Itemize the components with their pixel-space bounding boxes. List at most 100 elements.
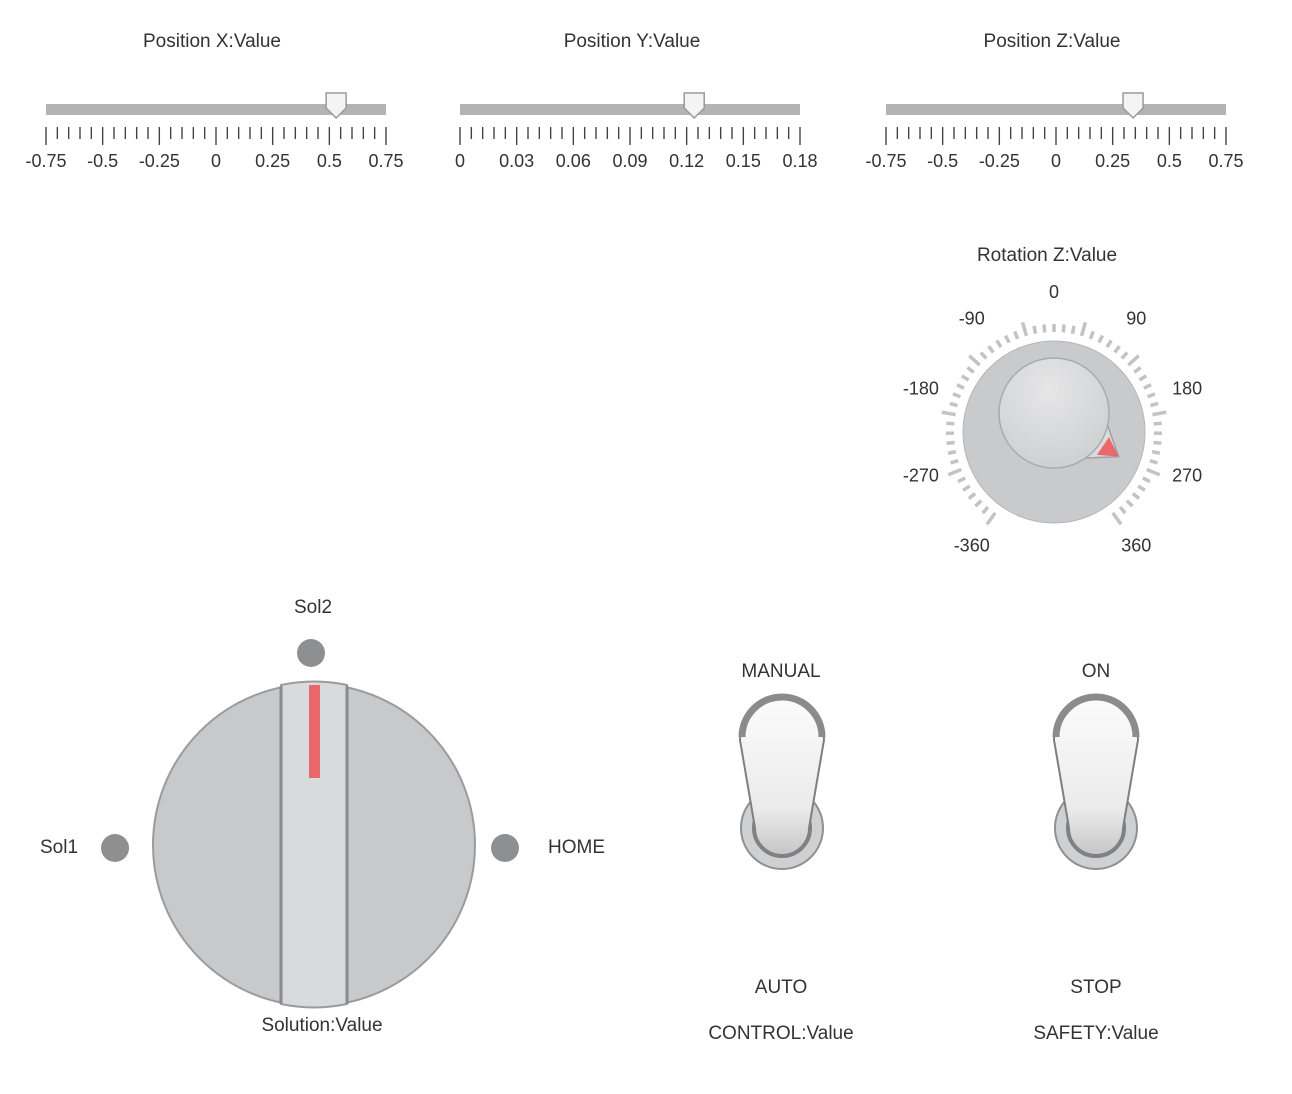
slider-tick-label: 0.5: [1157, 151, 1182, 171]
sol2-label: Sol2: [293, 597, 333, 618]
slider-tick-label: 0.25: [1095, 151, 1130, 171]
rotation-z-knob[interactable]: -360 -270 -180 -90 0 90 180 270 360: [880, 270, 1220, 560]
slider-tick-label: 0.5: [317, 151, 342, 171]
rotation-scale-label: -270: [903, 465, 939, 485]
rotation-tick: [949, 401, 959, 408]
rotation-tick: [947, 449, 957, 455]
rotation-tick: [1153, 440, 1162, 446]
slider-tick-label: 0.75: [1208, 151, 1243, 171]
rotation-tick: [1088, 330, 1095, 340]
safety-top-label: ON: [1081, 661, 1111, 682]
sol1-indicator[interactable]: [101, 834, 129, 862]
rotation-tick: [1149, 401, 1159, 408]
rotation-tick: [1138, 374, 1148, 382]
slider-track[interactable]: [886, 104, 1226, 115]
rotation-tick: [987, 345, 995, 354]
rotation-tick: [1143, 383, 1152, 390]
slider-tick-label: 0.03: [499, 151, 534, 171]
rotation-tick: [1032, 325, 1038, 335]
slider-thumb[interactable]: [683, 92, 705, 120]
rotation-tick: [1125, 499, 1134, 508]
slider-tick-label: 0.12: [669, 151, 704, 171]
slider-tick-label: 0.25: [255, 151, 290, 171]
position-y-scale: 0 0.03 0.06 0.09 0.12 0.15 0.18: [455, 92, 818, 171]
rotation-z-label: Rotation Z:Value: [976, 245, 1118, 266]
rotation-tick: [968, 354, 981, 367]
rotation-tick: [1118, 505, 1127, 515]
slider-thumb[interactable]: [1122, 92, 1144, 120]
rotation-tick: [952, 392, 962, 399]
slider-tick-label: -0.75: [865, 151, 906, 171]
rotation-tick: [1097, 334, 1105, 344]
solution-label: Solution:Value: [261, 1015, 383, 1036]
home-label: HOME: [548, 837, 605, 858]
rotation-tick: [974, 499, 983, 508]
slider-thumb[interactable]: [325, 92, 347, 120]
rotation-tick: [985, 511, 997, 526]
rotation-tick: [957, 476, 966, 484]
rotation-tick: [1146, 392, 1156, 399]
solution-pointer: [309, 685, 320, 778]
control-toggle-switch[interactable]: [720, 685, 845, 885]
rotation-tick: [1137, 484, 1146, 492]
safety-toggle-switch[interactable]: [1034, 685, 1159, 885]
sol2-indicator[interactable]: [297, 639, 325, 667]
rotation-tick: [941, 410, 956, 417]
rotation-scale-label: -180: [903, 379, 939, 399]
rotation-tick: [967, 492, 977, 500]
slider-track[interactable]: [46, 104, 386, 115]
position-x-slider[interactable]: Position X:Value -0.75 -0.5 -0.25 0 0.25 0.5 0…: [0, 0, 430, 190]
rotation-tick: [950, 459, 959, 465]
position-y-label: Position Y:Value: [563, 31, 701, 52]
solution-selector-knob[interactable]: [90, 630, 540, 1020]
rotation-tick: [1070, 325, 1076, 335]
slider-tick-label: -0.5: [927, 151, 958, 171]
slider-tick-label: 0.09: [612, 151, 647, 171]
rotation-scale-label: -360: [954, 535, 990, 555]
rotation-tick: [1131, 492, 1141, 500]
position-z-label: Position Z:Value: [983, 31, 1121, 52]
rotation-tick: [956, 383, 965, 390]
rotation-tick: [966, 366, 975, 374]
control-top-label: MANUAL: [741, 661, 821, 682]
rotation-tick: [946, 421, 955, 426]
slider-tick-label: 0: [1051, 151, 1061, 171]
slider-tick-label: 0.06: [556, 151, 591, 171]
rotation-scale-label: -90: [959, 309, 985, 329]
slider-tick-label: 0: [455, 151, 465, 171]
rotation-knob-cap[interactable]: [998, 357, 1110, 469]
slider-track[interactable]: [460, 104, 800, 115]
rotation-tick: [1152, 410, 1167, 417]
rotation-scale-label: 360: [1121, 535, 1151, 555]
rotation-tick: [979, 351, 988, 360]
rotation-scale-label: 90: [1126, 309, 1146, 329]
position-z-slider[interactable]: Position Z:Value -0.75 -0.5 -0.25 0 0.25 0.5 0…: [850, 0, 1280, 190]
rotation-scale-labels: -360 -270 -180 -90 0 90 180 270 360: [903, 282, 1202, 555]
safety-label: SAFETY:Value: [1033, 1023, 1159, 1044]
position-y-slider[interactable]: Position Y:Value 0 0.03 0.06 0.09 0.12 0.15 0.…: [430, 0, 850, 190]
rotation-tick: [1020, 321, 1029, 337]
rotation-tick: [1151, 449, 1161, 455]
rotation-tick: [946, 440, 955, 446]
rotation-tick: [1153, 421, 1162, 426]
home-indicator[interactable]: [491, 834, 519, 862]
rotation-tick: [1105, 339, 1113, 349]
position-x-label: Position X:Value: [142, 31, 282, 52]
rotation-tick: [947, 467, 962, 477]
rotation-tick: [981, 505, 990, 515]
rotation-tick: [1146, 467, 1161, 477]
rotation-tick: [1127, 354, 1140, 367]
rotation-scale-label: 270: [1172, 465, 1202, 485]
rotation-tick: [1133, 366, 1142, 374]
safety-bottom-label: STOP: [1070, 977, 1122, 998]
rotation-tick: [1120, 351, 1129, 360]
rotation-tick: [1149, 459, 1158, 465]
rotation-tick: [1079, 321, 1088, 337]
sol1-label: Sol1: [40, 837, 79, 858]
slider-tick-label: -0.25: [979, 151, 1020, 171]
rotation-scale-label: 0: [1049, 282, 1059, 302]
rotation-tick: [995, 339, 1003, 349]
slider-tick-label: -0.5: [87, 151, 118, 171]
rotation-scale-ticks: [941, 321, 1167, 526]
position-z-scale: -0.75 -0.5 -0.25 0 0.25 0.5 0.75: [865, 92, 1244, 171]
